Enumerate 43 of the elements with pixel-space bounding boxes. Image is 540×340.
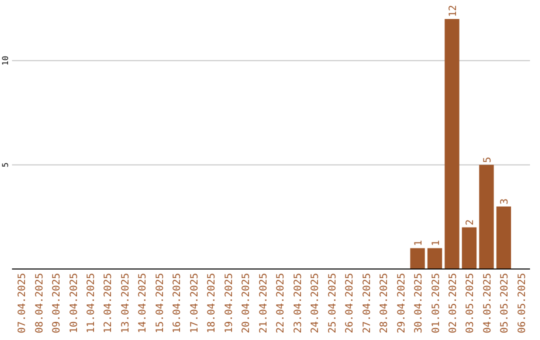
- x-tick-label: 14.04.2025: [138, 273, 149, 334]
- data-label: 1: [414, 240, 425, 246]
- x-tick-label: 13.04.2025: [120, 273, 132, 334]
- bar: [444, 19, 460, 269]
- data-label: 3: [500, 198, 511, 204]
- x-tick-label: 25.04.2025: [327, 273, 338, 334]
- x-tick-label: 21.04.2025: [258, 273, 270, 334]
- data-label: 5: [482, 156, 494, 163]
- x-tick-label: 30.04.2025: [414, 273, 425, 334]
- x-tick-label: 26.04.2025: [344, 273, 356, 334]
- x-tick-label: 12.04.2025: [103, 273, 114, 334]
- data-label: 2: [465, 219, 476, 226]
- x-tick-label: 19.04.2025: [224, 273, 235, 334]
- x-tick-label: 20.04.2025: [241, 273, 252, 334]
- data-label: 12: [448, 4, 459, 17]
- x-tick-label: 03.05.2025: [465, 273, 476, 334]
- x-tick-label: 05.05.2025: [500, 273, 511, 334]
- x-tick-label: 04.05.2025: [482, 273, 494, 334]
- data-label: 1: [430, 240, 442, 246]
- y-tick-label: 10: [1, 56, 10, 66]
- bar: [496, 206, 512, 269]
- x-tick-label: 22.04.2025: [276, 273, 287, 334]
- x-tick-label: 02.05.2025: [448, 273, 459, 334]
- x-tick-label: 29.04.2025: [396, 273, 408, 334]
- x-tick-label: 01.05.2025: [430, 273, 442, 334]
- x-tick-label: 06.05.2025: [516, 273, 528, 334]
- x-tick-label: 09.04.2025: [52, 273, 63, 334]
- bar: [427, 248, 442, 269]
- bar: [462, 227, 477, 269]
- x-tick-label: 08.04.2025: [34, 273, 46, 334]
- bar: [479, 164, 494, 269]
- x-tick-label: 16.04.2025: [172, 273, 184, 334]
- x-tick-label: 11.04.2025: [86, 273, 97, 334]
- x-tick-label: 18.04.2025: [206, 273, 218, 334]
- x-tick-label: 15.04.2025: [154, 273, 166, 334]
- x-tick-label: 23.04.2025: [292, 273, 304, 334]
- x-tick-label: 24.04.2025: [310, 273, 322, 334]
- bar: [410, 248, 425, 269]
- x-tick-label: 27.04.2025: [362, 273, 373, 334]
- x-tick-label: 10.04.2025: [68, 273, 80, 334]
- x-tick-label: 17.04.2025: [189, 273, 200, 334]
- x-tick-label: 07.04.2025: [17, 273, 28, 334]
- x-tick-label: 28.04.2025: [379, 273, 390, 334]
